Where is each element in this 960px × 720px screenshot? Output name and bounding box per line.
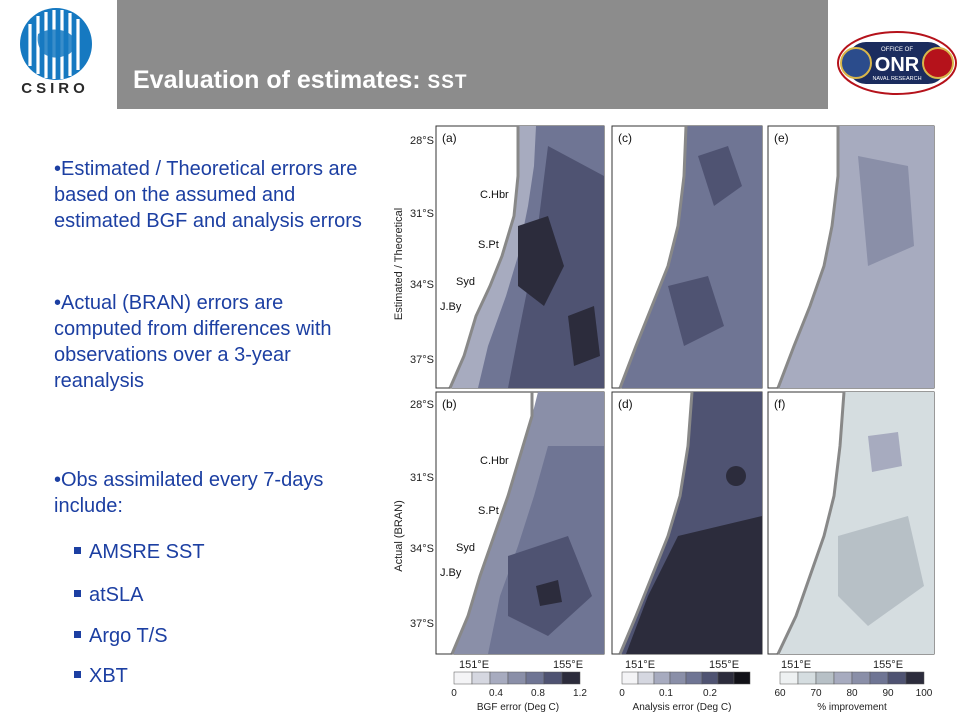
panel-label: (d) [618, 397, 633, 411]
sub-item-atsla: atSLA [74, 584, 143, 607]
row-label-estimated: Estimated / Theoretical [393, 208, 405, 320]
lat-tick: 34°S [410, 279, 434, 291]
lat-tick: 31°S [410, 208, 434, 220]
csiro-wordmark: CSIRO [21, 80, 89, 97]
colorbar-tick: 0.8 [531, 688, 545, 699]
sub-item-xbt: XBT [74, 665, 128, 688]
lon-tick: 155°E [553, 659, 583, 671]
lon-tick: 155°E [709, 659, 739, 671]
panel-label: (e) [774, 131, 789, 145]
place-label: S.Pt [478, 239, 499, 251]
csiro-globe-logo [20, 8, 92, 80]
bullet-actual-errors: •Actual (BRAN) errors are computed from … [54, 292, 332, 392]
panel-label: (b) [442, 397, 457, 411]
bullet-obs-assimilated: •Obs assimilated every 7-days include: [54, 469, 324, 517]
colorbar-improvement: 60 70 80 90 100 % improvement [774, 671, 933, 713]
title-bar [117, 0, 828, 109]
onr-emblem-logo: OFFICE OF ONR NAVAL RESEARCH [837, 31, 957, 95]
lon-tick: 155°E [873, 659, 903, 671]
square-bullet-icon [74, 590, 81, 598]
square-bullet-icon [74, 631, 81, 639]
colorbar-tick: 0 [619, 688, 625, 699]
colorbar-tick: 90 [882, 688, 894, 699]
square-bullet-icon [74, 547, 81, 555]
onr-main-text: ONR [875, 54, 920, 76]
panel-b: (b) C.Hbr S.Pt Syd J.By [435, 391, 605, 655]
colorbar-tick: 60 [774, 688, 786, 699]
place-label: S.Pt [478, 505, 499, 517]
lat-tick: 31°S [410, 472, 434, 484]
place-label: C.Hbr [480, 455, 509, 467]
onr-bottom-text: NAVAL RESEARCH [872, 76, 921, 82]
panel-a: (a) C.Hbr S.Pt Syd J.By [435, 125, 605, 389]
place-label: Syd [456, 276, 475, 288]
colorbar-analysis: 0 0.1 0.2 Analysis error (Deg C) [619, 671, 751, 713]
lon-tick: 151°E [459, 659, 489, 671]
colorbar-label: Analysis error (Deg C) [633, 702, 732, 713]
colorbar-tick: 70 [810, 688, 822, 699]
colorbar-tick: 0.1 [659, 688, 673, 699]
panel-label: (c) [618, 131, 632, 145]
panel-label: (f) [774, 397, 785, 411]
place-label: J.By [440, 301, 462, 313]
colorbar-tick: 1.2 [573, 688, 587, 699]
colorbar-tick: 0 [451, 688, 457, 699]
lat-tick: 28°S [410, 399, 434, 411]
sub-item-argo: Argo T/S [74, 625, 168, 648]
colorbar-tick: 0.2 [703, 688, 717, 699]
page-title: Evaluation of estimates: SST [133, 66, 467, 95]
square-bullet-icon [74, 671, 81, 679]
title-sub: SST [427, 72, 468, 93]
sub-item-label: XBT [89, 665, 128, 687]
place-label: C.Hbr [480, 189, 509, 201]
panel-c: (c) [611, 125, 763, 389]
onr-top-text: OFFICE OF [881, 47, 913, 53]
panel-e: (e) [767, 125, 935, 389]
sst-error-maps-figure: Estimated / Theoretical Actual (BRAN) 28… [368, 116, 944, 720]
colorbar-bgf: 0 0.4 0.8 1.2 BGF error (Deg C) [451, 671, 587, 713]
place-label: J.By [440, 567, 462, 579]
lon-tick: 151°E [781, 659, 811, 671]
lat-tick: 28°S [410, 135, 434, 147]
row-label-actual: Actual (BRAN) [393, 500, 405, 572]
sub-item-label: Argo T/S [89, 625, 168, 647]
bullet-estimated-errors: •Estimated / Theoretical errors are base… [54, 158, 362, 232]
colorbar-label: BGF error (Deg C) [477, 702, 559, 713]
title-main: Evaluation of estimates: [133, 66, 421, 94]
colorbar-tick: 100 [916, 688, 933, 699]
colorbar-tick: 80 [846, 688, 858, 699]
colorbar-tick: 0.4 [489, 688, 503, 699]
panel-f: (f) [767, 391, 935, 655]
panel-label: (a) [442, 131, 457, 145]
place-label: Syd [456, 542, 475, 554]
sub-item-label: atSLA [89, 584, 144, 606]
panel-d: (d) [611, 391, 763, 655]
colorbar-label: % improvement [817, 702, 887, 713]
lat-tick: 37°S [410, 618, 434, 630]
sub-item-label: AMSRE SST [89, 541, 205, 563]
lon-tick: 151°E [625, 659, 655, 671]
lat-tick: 37°S [410, 354, 434, 366]
lat-tick: 34°S [410, 543, 434, 555]
sub-item-amsre: AMSRE SST [74, 541, 205, 564]
